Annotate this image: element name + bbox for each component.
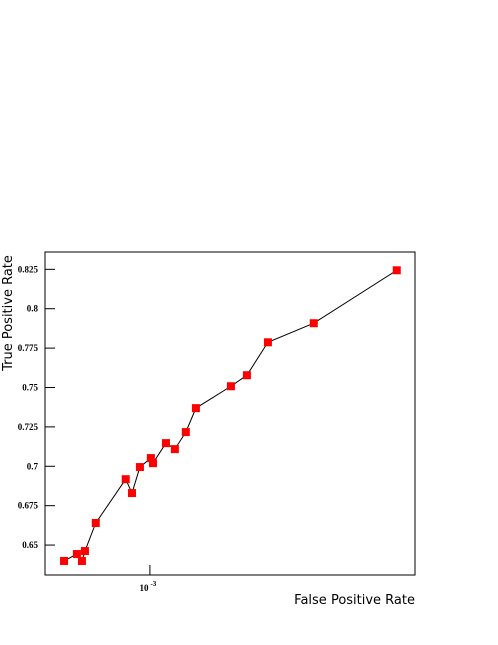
y-tick-label: 0.75 — [22, 383, 38, 393]
point — [146, 454, 155, 463]
x-tick-base: 10 — [139, 583, 149, 593]
point — [161, 439, 170, 448]
y-tick-label: 0.775 — [18, 343, 39, 353]
point — [80, 547, 89, 556]
y-tick-label: 0.65 — [22, 540, 38, 550]
point — [72, 550, 81, 559]
y-axis-title: True Positive Rate — [1, 255, 16, 372]
point — [263, 338, 272, 347]
point — [148, 459, 157, 468]
point — [392, 266, 401, 275]
point — [170, 445, 179, 454]
point — [181, 428, 190, 437]
point — [77, 556, 86, 565]
x-tick-exponent: -3 — [150, 580, 156, 588]
point — [309, 319, 318, 328]
point — [60, 556, 69, 565]
plot-frame — [44, 251, 416, 576]
x-tick-label: 10 -3 — [139, 580, 156, 593]
point — [191, 404, 200, 413]
point — [242, 371, 251, 380]
point — [121, 475, 130, 484]
point — [135, 463, 144, 472]
point — [127, 489, 136, 498]
y-tick-label: 0.725 — [18, 422, 39, 432]
point — [91, 519, 100, 528]
point — [226, 382, 235, 391]
y-tick-label: 0.7 — [27, 461, 39, 471]
y-tick-label: 0.675 — [18, 501, 39, 511]
y-tick-label: 0.8 — [27, 304, 39, 314]
series-line — [63, 269, 398, 563]
x-axis-title: False Positive Rate — [294, 593, 415, 608]
y-tick-label: 0.825 — [18, 264, 39, 274]
